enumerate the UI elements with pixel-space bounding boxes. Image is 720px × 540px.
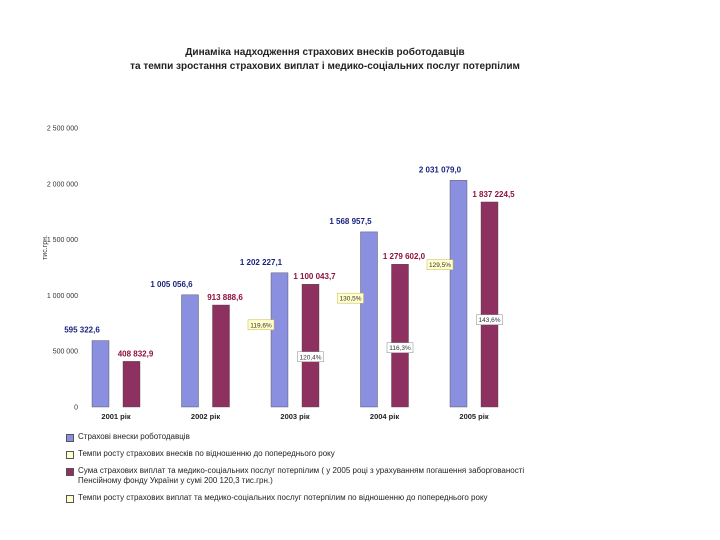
y-tick-label: 2 500 000 bbox=[47, 126, 78, 133]
data-label: 1 100 043,7 bbox=[293, 272, 336, 281]
x-tick-label: 2005 рік bbox=[459, 412, 488, 421]
legend-swatch bbox=[66, 468, 74, 476]
data-label: 1 837 224,5 bbox=[472, 190, 515, 199]
y-tick-label: 2 000 000 bbox=[47, 181, 78, 188]
value-labels: 595 322,6 408 832,9 1 005 056,6 913 888,6 1 … bbox=[64, 165, 515, 363]
x-tick-label: 2002 рік bbox=[191, 412, 220, 421]
bar-contributions bbox=[270, 272, 289, 408]
chart-title: Динаміка надходження страхових внесків р… bbox=[90, 46, 560, 74]
data-label: 1 202 227,1 bbox=[240, 258, 283, 267]
y-tick-label: 500 000 bbox=[53, 349, 78, 356]
y-axis: 0 500 000 1 000 000 1 500 000 2 000 000 2 500… bbox=[42, 126, 78, 412]
legend-label: Темпи росту страхових внесків по відноше… bbox=[78, 449, 335, 458]
bars bbox=[91, 180, 499, 408]
growth-label: 116,3% bbox=[389, 345, 411, 352]
legend-label: Темпи росту страхових виплат та медико-с… bbox=[78, 493, 488, 502]
growth-label: 143,6% bbox=[478, 317, 500, 324]
growth-label-box bbox=[297, 351, 324, 363]
bar-payments bbox=[391, 263, 409, 408]
x-tick-label: 2004 рік bbox=[370, 412, 399, 421]
y-tick-label: 1 500 000 bbox=[47, 237, 78, 244]
y-tick-label: 0 bbox=[74, 405, 78, 412]
chart-title-line-2: та темпи зростання страхових виплат і ме… bbox=[130, 61, 520, 72]
y-axis-label: тис.грн. bbox=[42, 235, 49, 260]
growth-label-box bbox=[426, 259, 454, 270]
bar-chart: 0 500 000 1 000 000 1 500 000 2 000 000 2 500… bbox=[42, 126, 515, 422]
x-tick-label: 2003 рік bbox=[280, 412, 309, 421]
x-axis: 2001 рік 2002 рік 2003 рік 2004 рік 2005 рік bbox=[101, 412, 488, 421]
growth-label-box bbox=[337, 292, 364, 304]
data-label: 1 005 056,6 bbox=[150, 280, 193, 289]
data-label: 913 888,6 bbox=[207, 293, 243, 302]
growth-label-box bbox=[386, 342, 414, 353]
bar-contributions bbox=[181, 294, 199, 408]
growth-label: 120,4% bbox=[299, 354, 321, 361]
growth-label: 119,6% bbox=[250, 322, 272, 329]
legend-label: Страхові внески роботодавців bbox=[78, 432, 190, 441]
y-tick-label: 1 000 000 bbox=[47, 293, 78, 300]
data-label: 595 322,6 bbox=[64, 326, 100, 335]
growth-label-box bbox=[247, 319, 275, 331]
bar-payments bbox=[122, 361, 141, 408]
bar-contributions bbox=[360, 231, 378, 408]
data-label: 408 832,9 bbox=[118, 349, 154, 358]
data-label: 2 031 079,0 bbox=[419, 165, 462, 174]
data-label: 1 279 602,0 bbox=[383, 252, 426, 261]
legend: Страхові внески роботодавців Темпи росту … bbox=[66, 432, 536, 510]
chart-title-line-1: Динаміка надходження страхових внесків р… bbox=[185, 47, 465, 58]
bar-payments bbox=[212, 304, 230, 408]
growth-label: 129,5% bbox=[429, 262, 451, 269]
legend-label: Сума страхових виплат та медико-соціальн… bbox=[78, 466, 525, 485]
growth-label-box bbox=[476, 314, 503, 325]
legend-swatch bbox=[66, 495, 74, 503]
legend-item: Темпи росту страхових внесків по відноше… bbox=[66, 449, 536, 459]
data-label: 1 568 957,5 bbox=[329, 217, 372, 226]
bar-contributions bbox=[91, 340, 110, 408]
legend-swatch bbox=[66, 451, 74, 459]
bar-payments bbox=[480, 201, 499, 408]
bar-contributions bbox=[449, 180, 468, 408]
legend-item: Сума страхових виплат та медико-соціальн… bbox=[66, 466, 536, 486]
legend-swatch bbox=[66, 434, 74, 442]
legend-item: Темпи росту страхових виплат та медико-с… bbox=[66, 493, 536, 503]
x-tick-label: 2001 рік bbox=[101, 412, 130, 421]
legend-item: Страхові внески роботодавців bbox=[66, 432, 536, 442]
bar-payments bbox=[301, 284, 320, 408]
growth-label: 130,5% bbox=[339, 296, 361, 303]
